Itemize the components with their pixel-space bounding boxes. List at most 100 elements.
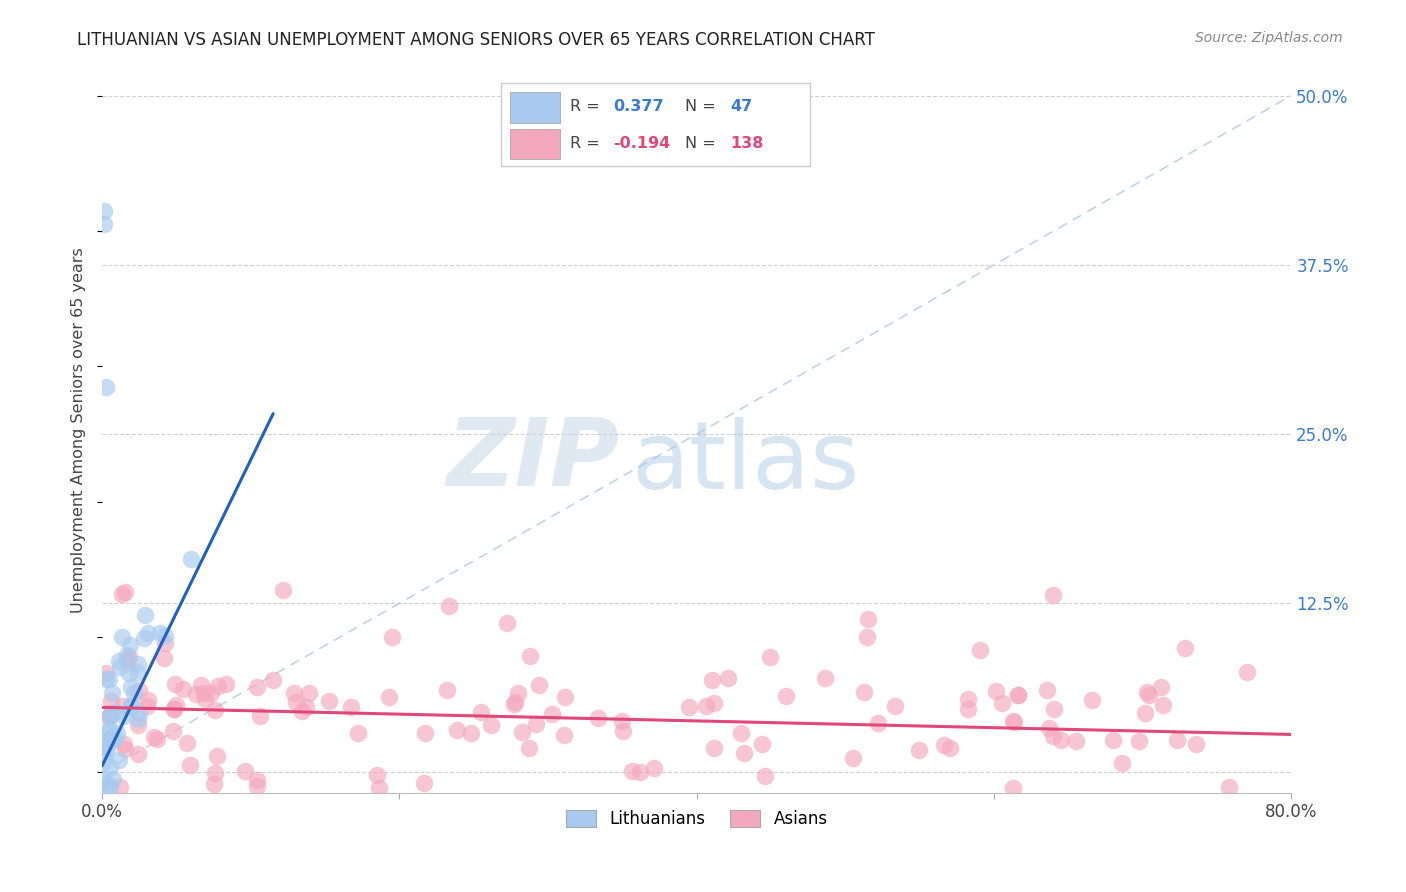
Point	[991, 696, 1014, 710]
Point	[733, 746, 755, 760]
Point	[246, 779, 269, 793]
Point	[101, 772, 124, 786]
Point	[97, 724, 120, 739]
Point	[858, 612, 880, 626]
Point	[128, 706, 150, 720]
Point	[1218, 780, 1240, 794]
Point	[852, 685, 875, 699]
Point	[98, 760, 121, 774]
Text: 47: 47	[730, 99, 752, 114]
Point	[366, 768, 388, 782]
Point	[470, 706, 492, 720]
Point	[1002, 714, 1025, 728]
Point	[94, 742, 117, 756]
Point	[553, 728, 575, 742]
Point	[730, 726, 752, 740]
Point	[284, 695, 307, 709]
Point	[107, 725, 129, 739]
Point	[1128, 734, 1150, 748]
Point	[446, 723, 468, 738]
Point	[956, 692, 979, 706]
Point	[104, 705, 127, 719]
Point	[120, 698, 142, 712]
FancyBboxPatch shape	[501, 83, 810, 166]
Point	[340, 699, 363, 714]
FancyBboxPatch shape	[510, 93, 560, 123]
Point	[176, 736, 198, 750]
Point	[1002, 781, 1025, 796]
Y-axis label: Unemployment Among Seniors over 65 years: Unemployment Among Seniors over 65 years	[72, 248, 86, 614]
Point	[506, 686, 529, 700]
Point	[122, 686, 145, 700]
Point	[751, 737, 773, 751]
Point	[107, 655, 129, 669]
Point	[194, 692, 217, 706]
Point	[412, 776, 434, 790]
Point	[1174, 641, 1197, 656]
Point	[856, 630, 879, 644]
Point	[519, 648, 541, 663]
Text: R =: R =	[569, 99, 599, 114]
Point	[1042, 702, 1064, 716]
Point	[346, 726, 368, 740]
Point	[554, 690, 576, 704]
Point	[1064, 734, 1087, 748]
Point	[610, 714, 633, 728]
Point	[1042, 588, 1064, 602]
Point	[115, 653, 138, 667]
Text: atlas: atlas	[631, 417, 859, 509]
Point	[205, 749, 228, 764]
Point	[135, 698, 157, 713]
Text: R =: R =	[569, 136, 599, 151]
Point	[112, 709, 135, 723]
Point	[97, 779, 120, 793]
Point	[163, 702, 186, 716]
Point	[381, 630, 404, 644]
Point	[271, 582, 294, 597]
Point	[496, 615, 519, 630]
Point	[588, 711, 610, 725]
Point	[620, 764, 643, 779]
Text: N =: N =	[685, 136, 716, 151]
Point	[127, 717, 149, 731]
Point	[127, 712, 149, 726]
Point	[1007, 688, 1029, 702]
Point	[94, 666, 117, 681]
Point	[758, 649, 780, 664]
Point	[1150, 680, 1173, 694]
Point	[1133, 706, 1156, 720]
Point	[295, 700, 318, 714]
Point	[100, 709, 122, 723]
Point	[94, 379, 117, 393]
Point	[114, 584, 136, 599]
Point	[100, 779, 122, 793]
Point	[884, 699, 907, 714]
Point	[112, 737, 135, 751]
Point	[180, 552, 202, 566]
Point	[163, 702, 186, 716]
Point	[1036, 682, 1059, 697]
Point	[1111, 756, 1133, 770]
Point	[814, 671, 837, 685]
Point	[120, 700, 142, 714]
Point	[754, 769, 776, 783]
Point	[1236, 665, 1258, 680]
Text: -0.194: -0.194	[613, 136, 671, 151]
Point	[149, 626, 172, 640]
Point	[127, 747, 149, 761]
Point	[1007, 688, 1029, 702]
Point	[214, 677, 236, 691]
Point	[717, 671, 740, 685]
Point	[100, 686, 122, 700]
Point	[678, 700, 700, 714]
Point	[153, 629, 176, 643]
Point	[93, 776, 115, 790]
Point	[93, 753, 115, 767]
Point	[108, 659, 131, 673]
Point	[163, 676, 186, 690]
Point	[262, 673, 284, 687]
Point	[1136, 684, 1159, 698]
Text: N =: N =	[685, 99, 716, 114]
Point	[118, 665, 141, 680]
Point	[107, 753, 129, 767]
